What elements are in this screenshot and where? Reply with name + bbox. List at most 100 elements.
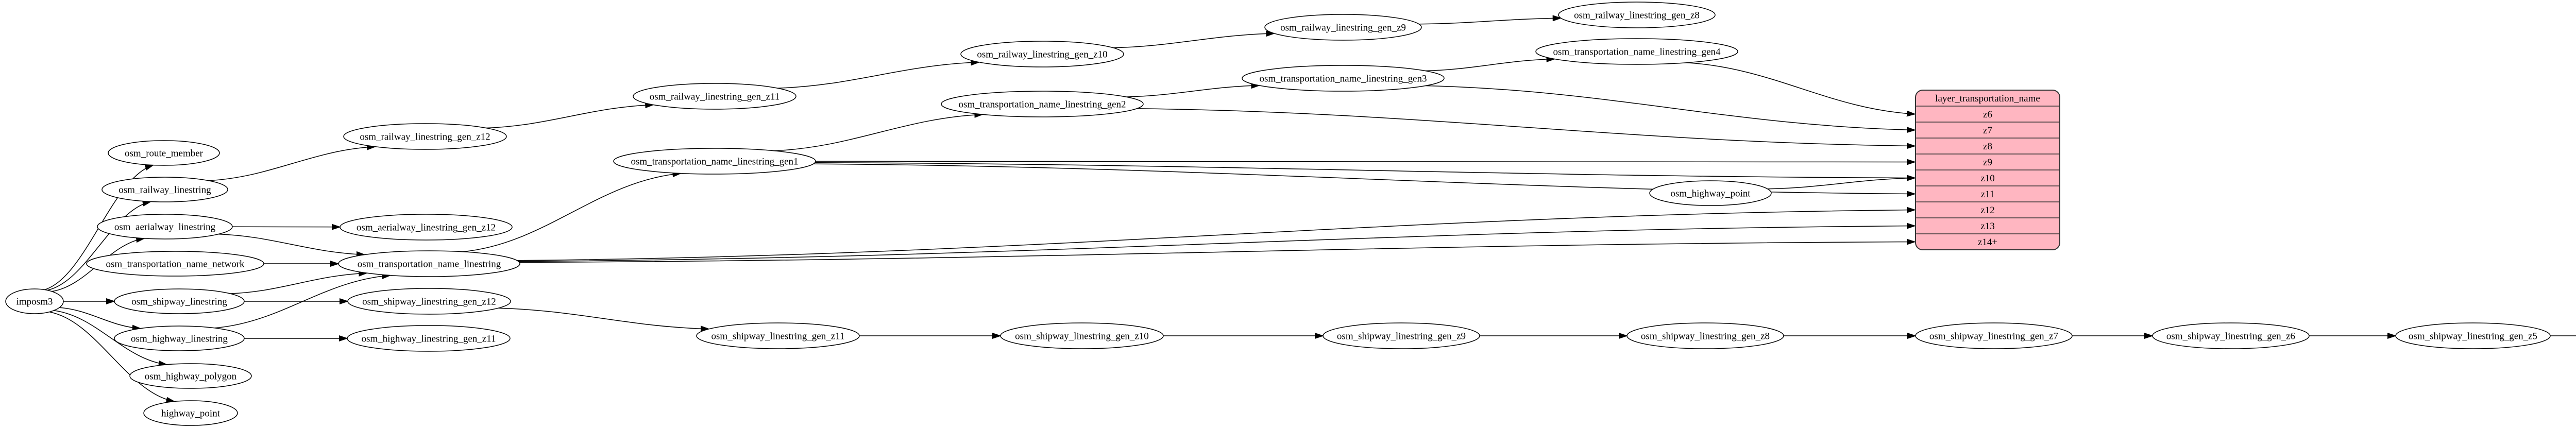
edge-osm_transportation_name_linestring_gen3-to-osm_transportation_name_linestring_gen4 bbox=[1425, 56, 1556, 72]
edge-osm_transportation_name_linestring-to-layer_transportation_name:z13 bbox=[518, 222, 1916, 262]
node-label: osm_shipway_linestring_gen_z11 bbox=[711, 331, 845, 341]
node-osm_transportation_name_network: osm_transportation_name_network bbox=[86, 251, 264, 277]
node-imposm3: imposm3 bbox=[5, 288, 64, 314]
node-osm_railway_linestring_gen_z11: osm_railway_linestring_gen_z11 bbox=[633, 83, 796, 110]
edge-osm_transportation_name_linestring_gen1-to-layer_transportation_name:z10 bbox=[815, 162, 1916, 181]
node-ellipse bbox=[129, 363, 252, 389]
node-ellipse bbox=[108, 140, 220, 166]
node-osm_transportation_name_linestring_gen1: osm_transportation_name_linestring_gen1 bbox=[613, 148, 816, 175]
edge-osm_highway_point-to-layer_transportation_name:z10 bbox=[1767, 175, 1916, 190]
edge-osm_transportation_name_linestring_gen1-to-osm_transportation_name_linestring_gen2 bbox=[774, 111, 984, 151]
node-osm_transportation_name_linestring_gen3: osm_transportation_name_linestring_gen3 bbox=[1242, 65, 1445, 92]
node-ellipse bbox=[941, 91, 1144, 117]
node-label: osm_aerialway_linestring_gen_z12 bbox=[357, 222, 496, 233]
node-label: osm_transportation_name_linestring_gen1 bbox=[631, 156, 798, 167]
node-label: osm_shipway_linestring_gen_z5 bbox=[2409, 331, 2537, 341]
node-osm_aerialway_linestring_gen_z12: osm_aerialway_linestring_gen_z12 bbox=[340, 214, 513, 241]
table-row-z13: z13 bbox=[1980, 221, 1994, 232]
node-label: osm_highway_linestring_gen_z11 bbox=[361, 333, 496, 344]
node-ellipse bbox=[114, 326, 245, 351]
edge-imposm3-to-highway_point bbox=[49, 311, 176, 403]
node-osm_shipway_linestring_gen_z11: osm_shipway_linestring_gen_z11 bbox=[696, 322, 860, 349]
node-label: osm_transportation_name_linestring_gen4 bbox=[1553, 46, 1721, 57]
edge-osm_transportation_name_linestring_gen2-to-layer_transportation_name:z8 bbox=[1137, 108, 1916, 149]
table-row-z12: z12 bbox=[1980, 205, 1994, 216]
node-label: osm_shipway_linestring_gen_z10 bbox=[1015, 331, 1149, 341]
node-osm_transportation_name_linestring_gen2: osm_transportation_name_linestring_gen2 bbox=[941, 91, 1144, 117]
node-ellipse bbox=[5, 288, 64, 314]
node-osm_railway_linestring_gen_z8: osm_railway_linestring_gen_z8 bbox=[1558, 2, 1716, 28]
node-ellipse bbox=[1264, 14, 1422, 41]
node-label: osm_shipway_linestring_gen_z7 bbox=[1929, 331, 2058, 341]
node-ellipse bbox=[97, 214, 233, 239]
node-osm_railway_linestring_gen_z9: osm_railway_linestring_gen_z9 bbox=[1264, 14, 1422, 41]
node-label: osm_railway_linestring_gen_z12 bbox=[360, 131, 490, 142]
edge-osm_railway_linestring_gen_z12-to-osm_railway_linestring_gen_z11 bbox=[486, 102, 655, 129]
edge-osm_transportation_name_linestring-to-osm_transportation_name_linestring_gen1 bbox=[462, 171, 682, 252]
node-label: osm_railway_linestring_gen_z8 bbox=[1574, 10, 1700, 21]
edge-osm_transportation_name_linestring_gen4-to-layer_transportation_name:z6 bbox=[1686, 62, 1916, 117]
node-label: osm_shipway_linestring_gen_z9 bbox=[1337, 331, 1466, 341]
table-row-z14+: z14+ bbox=[1978, 237, 1997, 248]
node-osm_shipway_linestring_gen_z9: osm_shipway_linestring_gen_z9 bbox=[1323, 322, 1480, 349]
edges-layer bbox=[44, 15, 2576, 403]
node-label: osm_shipway_linestring_gen_z12 bbox=[362, 296, 496, 307]
node-osm_route_member: osm_route_member bbox=[108, 140, 220, 166]
edge-osm_railway_linestring_gen_z11-to-osm_railway_linestring_gen_z10 bbox=[777, 59, 980, 89]
table-layer_transportation_name: layer_transportation_name z6 z7 z8 z9 z10 z11 z… bbox=[1915, 90, 2060, 250]
node-osm_aerialway_linestring: osm_aerialway_linestring bbox=[97, 214, 233, 239]
node-ellipse bbox=[633, 83, 796, 110]
node-label: osm_aerialway_linestring bbox=[114, 221, 216, 232]
table-row-z10: z10 bbox=[1980, 173, 1994, 184]
node-ellipse bbox=[2152, 322, 2310, 349]
node-osm_shipway_linestring: osm_shipway_linestring bbox=[114, 288, 245, 314]
node-ellipse bbox=[143, 400, 238, 426]
node-ellipse bbox=[114, 288, 245, 314]
edge-osm_shipway_linestring_gen_z12-to-osm_shipway_linestring_gen_z11 bbox=[498, 307, 710, 332]
node-ellipse bbox=[960, 41, 1124, 67]
node-ellipse bbox=[1323, 322, 1480, 349]
node-label: osm_transportation_name_network bbox=[106, 259, 245, 269]
edge-osm_transportation_name_linestring-to-layer_transportation_name:z12 bbox=[517, 207, 1916, 261]
node-label: osm_highway_point bbox=[1670, 188, 1751, 199]
node-ellipse bbox=[347, 325, 511, 352]
table-row-z11: z11 bbox=[1981, 189, 1995, 200]
node-label: osm_highway_polygon bbox=[145, 371, 237, 382]
node-label: highway_point bbox=[161, 408, 221, 419]
node-osm_railway_linestring_gen_z10: osm_railway_linestring_gen_z10 bbox=[960, 41, 1124, 67]
node-osm_transportation_name_linestring: osm_transportation_name_linestring bbox=[338, 250, 520, 277]
node-label: osm_railway_linestring bbox=[118, 184, 211, 195]
edge-osm_railway_linestring_gen_z9-to-osm_railway_linestring_gen_z8 bbox=[1419, 15, 1562, 25]
edge-osm_transportation_name_linestring-to-layer_transportation_name:z14+ bbox=[519, 238, 1916, 263]
node-label: osm_transportation_name_linestring bbox=[358, 259, 501, 269]
node-ellipse bbox=[340, 214, 513, 241]
edge-osm_railway_linestring-to-osm_railway_linestring_gen_z12 bbox=[208, 144, 377, 181]
edge-imposm3-to-osm_railway_linestring bbox=[47, 200, 152, 291]
node-ellipse bbox=[2395, 322, 2551, 349]
node-ellipse bbox=[1535, 38, 1738, 65]
node-ellipse bbox=[1558, 2, 1716, 28]
node-osm_railway_linestring_gen_z12: osm_railway_linestring_gen_z12 bbox=[343, 123, 507, 150]
node-osm_shipway_linestring_gen_z7: osm_shipway_linestring_gen_z7 bbox=[1915, 322, 2073, 349]
node-ellipse bbox=[101, 177, 228, 202]
edge-osm_railway_linestring_gen_z10-to-osm_railway_linestring_gen_z9 bbox=[1113, 30, 1276, 48]
node-ellipse bbox=[338, 250, 520, 277]
edge-imposm3-to-osm_highway_linestring bbox=[59, 307, 142, 331]
node-osm_highway_polygon: osm_highway_polygon bbox=[129, 363, 252, 389]
node-osm_shipway_linestring_gen_z12: osm_shipway_linestring_gen_z12 bbox=[347, 288, 511, 315]
node-osm_shipway_linestring_gen_z10: osm_shipway_linestring_gen_z10 bbox=[1000, 322, 1164, 349]
edge-osm_transportation_name_linestring_gen2-to-osm_transportation_name_linestring_gen3 bbox=[1126, 82, 1261, 97]
edge-osm_aerialway_linestring-to-osm_transportation_name_linestring bbox=[218, 233, 366, 258]
node-osm_highway_point: osm_highway_point bbox=[1649, 180, 1772, 206]
node-label: osm_highway_linestring bbox=[131, 333, 228, 344]
node-osm_highway_linestring_gen_z11: osm_highway_linestring_gen_z11 bbox=[347, 325, 511, 352]
node-label: osm_shipway_linestring_gen_z8 bbox=[1641, 331, 1770, 341]
edge-osm_transportation_name_linestring_gen1-to-layer_transportation_name:z9 bbox=[815, 159, 1916, 165]
edge-imposm3-to-osm_highway_polygon bbox=[54, 310, 168, 367]
node-label: osm_shipway_linestring bbox=[131, 296, 227, 307]
node-label: osm_railway_linestring_gen_z11 bbox=[650, 91, 780, 102]
node-ellipse bbox=[1000, 322, 1164, 349]
table-row-z6: z6 bbox=[1983, 109, 1992, 120]
node-ellipse bbox=[1626, 322, 1784, 349]
